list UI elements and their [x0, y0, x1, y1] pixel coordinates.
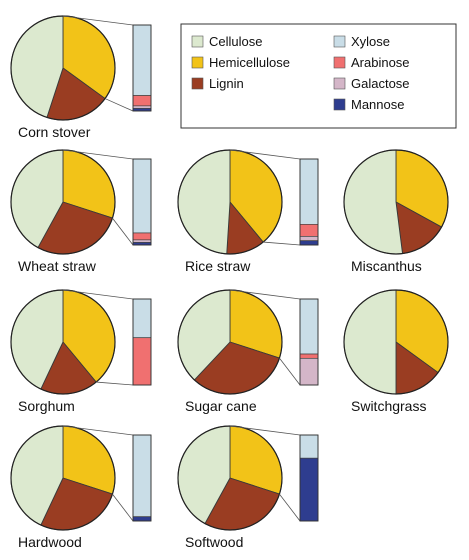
legend-item-hemicellulose: Hemicellulose [191, 55, 290, 70]
panel-miscanthus: Miscanthus [343, 149, 449, 274]
connector-line-top [62, 425, 134, 436]
connector-line-top [229, 289, 301, 300]
bar-segment-galactose [299, 236, 319, 242]
bar-segment-xylose [299, 298, 319, 355]
bar-segment-xylose [132, 24, 152, 96]
panel-wheat-straw: Wheat straw [10, 149, 152, 274]
legend-label-xylose: Xylose [351, 34, 390, 49]
panel-label: Switchgrass [351, 398, 426, 414]
legend-item-lignin: Lignin [191, 76, 244, 91]
panel-rice-straw: Rice straw [177, 149, 319, 274]
slice-cellulose [343, 289, 397, 395]
legend-label-cellulose: Cellulose [209, 34, 262, 49]
bar-segment-arabinose [299, 353, 319, 359]
bar-segment-arabinose [299, 224, 319, 237]
legend-frame [180, 23, 457, 129]
connector-line-bottom [96, 381, 134, 386]
legend-swatch-cellulose [191, 35, 204, 48]
slice-cellulose [177, 149, 231, 255]
legend-item-galactose: Galactose [333, 76, 410, 91]
connector-line-bottom [112, 217, 134, 246]
panel-label: Rice straw [185, 258, 251, 274]
legend-label-galactose: Galactose [351, 76, 410, 91]
pie-outline [343, 149, 449, 255]
bar-segment-galactose [132, 239, 152, 243]
legend-item-xylose: Xylose [333, 34, 390, 49]
panel-switchgrass: Switchgrass [343, 289, 449, 414]
connector-line-top [62, 289, 134, 300]
legend-label-hemicellulose: Hemicellulose [209, 55, 290, 70]
bar-outline [132, 298, 152, 386]
legend-label-mannose: Mannose [351, 97, 404, 112]
legend-swatch-xylose [333, 35, 346, 48]
bar-outline [299, 434, 319, 522]
legend: Cellulose Hemicellulose Lignin Xylose Arabin… [180, 23, 457, 129]
slice-cellulose [343, 149, 404, 255]
panel-label: Sorghum [18, 398, 75, 414]
legend-item-mannose: Mannose [333, 97, 404, 112]
legend-swatch-galactose [333, 77, 346, 90]
bar-outline [132, 434, 152, 522]
panel-label: Wheat straw [18, 258, 97, 274]
connector-line-top [62, 15, 134, 26]
bar-segment-xylose [132, 298, 152, 339]
bar-segment-xylose [299, 158, 319, 225]
bar-segment-mannose [299, 457, 319, 522]
bar-segment-arabinose [132, 95, 152, 107]
pie-outline [343, 289, 449, 395]
bar-outline [132, 158, 152, 246]
panel-label: Corn stover [18, 124, 91, 140]
panel-softwood: Softwood [177, 425, 319, 550]
bar-segment-mannose [132, 516, 152, 522]
bar-segment-xylose [299, 434, 319, 459]
legend-label-arabinose: Arabinose [351, 55, 410, 70]
legend-label-lignin: Lignin [209, 76, 244, 91]
legend-item-arabinose: Arabinose [333, 55, 410, 70]
connector-line-bottom [279, 493, 301, 522]
connector-line-bottom [263, 241, 301, 246]
panel-label: Hardwood [18, 534, 82, 550]
panel-hardwood: Hardwood [10, 425, 152, 550]
connector-line-top [229, 149, 301, 160]
bar-segment-galactose [132, 105, 152, 109]
connector-line-top [229, 425, 301, 436]
connector-line-top [62, 149, 134, 160]
bar-segment-arabinose [132, 232, 152, 241]
legend-item-cellulose: Cellulose [191, 34, 262, 49]
bar-outline [299, 158, 319, 246]
bar-segment-mannose [299, 240, 319, 246]
panel-label: Softwood [185, 534, 243, 550]
panels: Corn stover Wheat straw Rice straw Miscanth… [10, 15, 449, 550]
legend-swatch-hemicellulose [191, 56, 204, 69]
bar-segment-galactose [299, 357, 319, 386]
legend-swatch-arabinose [333, 56, 346, 69]
bar-outline [299, 298, 319, 386]
panel-sorghum: Sorghum [10, 289, 152, 414]
bar-segment-arabinose [132, 337, 152, 386]
panel-label: Miscanthus [351, 258, 422, 274]
panel-sugar-cane: Sugar cane [177, 289, 319, 414]
legend-swatch-lignin [191, 77, 204, 90]
panel-label: Sugar cane [185, 398, 257, 414]
bar-outline [132, 24, 152, 112]
connector-line-bottom [112, 493, 134, 522]
legend-swatch-mannose [333, 98, 346, 111]
bar-segment-xylose [132, 158, 152, 234]
bar-segment-xylose [132, 434, 152, 518]
connector-line-bottom [104, 98, 134, 112]
panel-corn-stover: Corn stover [10, 15, 152, 140]
connector-line-bottom [279, 357, 301, 386]
